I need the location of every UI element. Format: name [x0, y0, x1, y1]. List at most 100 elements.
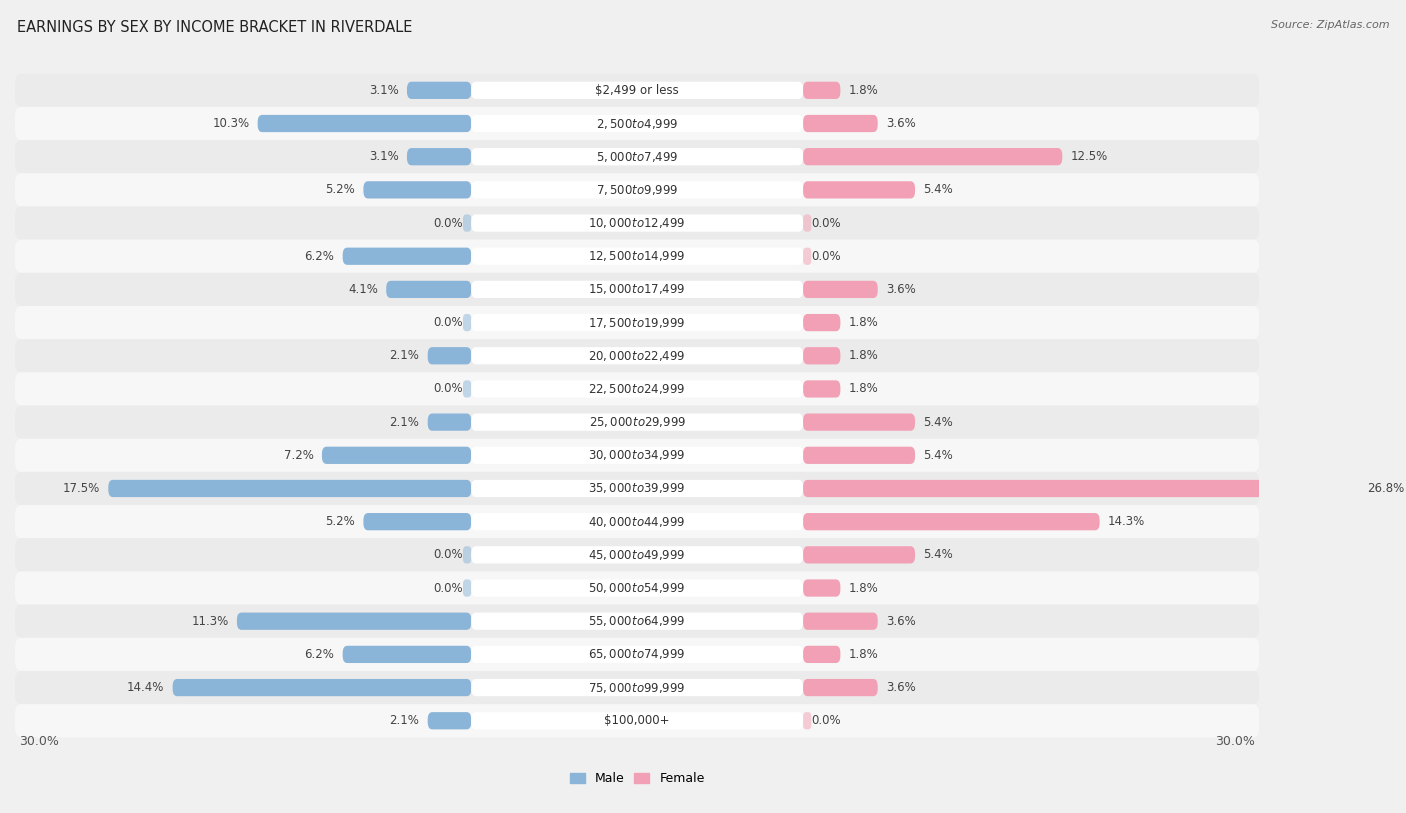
Text: 0.0%: 0.0%: [433, 216, 463, 229]
FancyBboxPatch shape: [803, 347, 841, 364]
Text: 0.0%: 0.0%: [433, 382, 463, 395]
FancyBboxPatch shape: [471, 446, 803, 464]
FancyBboxPatch shape: [803, 248, 811, 265]
FancyBboxPatch shape: [803, 646, 841, 663]
Text: 3.6%: 3.6%: [886, 615, 915, 628]
FancyBboxPatch shape: [15, 538, 1260, 572]
FancyBboxPatch shape: [15, 273, 1260, 306]
Text: 5.2%: 5.2%: [325, 184, 356, 197]
FancyBboxPatch shape: [236, 612, 471, 630]
Text: $40,000 to $44,999: $40,000 to $44,999: [589, 515, 686, 528]
FancyBboxPatch shape: [803, 446, 915, 464]
Text: 7.2%: 7.2%: [284, 449, 314, 462]
FancyBboxPatch shape: [471, 679, 803, 696]
Text: 11.3%: 11.3%: [191, 615, 229, 628]
FancyBboxPatch shape: [471, 612, 803, 630]
FancyBboxPatch shape: [471, 81, 803, 99]
Text: EARNINGS BY SEX BY INCOME BRACKET IN RIVERDALE: EARNINGS BY SEX BY INCOME BRACKET IN RIV…: [17, 20, 412, 35]
Text: 5.4%: 5.4%: [924, 449, 953, 462]
FancyBboxPatch shape: [803, 712, 811, 729]
FancyBboxPatch shape: [471, 380, 803, 398]
FancyBboxPatch shape: [15, 505, 1260, 538]
FancyBboxPatch shape: [173, 679, 471, 696]
Text: 0.0%: 0.0%: [433, 316, 463, 329]
FancyBboxPatch shape: [15, 74, 1260, 107]
Text: $22,500 to $24,999: $22,500 to $24,999: [589, 382, 686, 396]
Text: 5.4%: 5.4%: [924, 415, 953, 428]
Text: 0.0%: 0.0%: [811, 216, 841, 229]
FancyBboxPatch shape: [15, 240, 1260, 273]
FancyBboxPatch shape: [803, 380, 841, 398]
FancyBboxPatch shape: [406, 81, 471, 99]
Text: $5,000 to $7,499: $5,000 to $7,499: [596, 150, 679, 163]
Text: $2,500 to $4,999: $2,500 to $4,999: [596, 116, 679, 131]
Text: 30.0%: 30.0%: [1215, 735, 1256, 748]
FancyBboxPatch shape: [15, 207, 1260, 240]
FancyBboxPatch shape: [471, 347, 803, 364]
Text: 3.6%: 3.6%: [886, 283, 915, 296]
FancyBboxPatch shape: [471, 513, 803, 530]
FancyBboxPatch shape: [15, 306, 1260, 339]
Text: Source: ZipAtlas.com: Source: ZipAtlas.com: [1271, 20, 1389, 30]
Text: 3.1%: 3.1%: [368, 150, 399, 163]
Text: 6.2%: 6.2%: [305, 250, 335, 263]
FancyBboxPatch shape: [471, 215, 803, 232]
Text: $2,499 or less: $2,499 or less: [595, 84, 679, 97]
FancyBboxPatch shape: [803, 181, 915, 198]
Text: $7,500 to $9,999: $7,500 to $9,999: [596, 183, 679, 197]
Text: $10,000 to $12,499: $10,000 to $12,499: [589, 216, 686, 230]
Text: $65,000 to $74,999: $65,000 to $74,999: [589, 647, 686, 662]
FancyBboxPatch shape: [471, 414, 803, 431]
FancyBboxPatch shape: [463, 580, 471, 597]
FancyBboxPatch shape: [803, 81, 841, 99]
Text: 5.4%: 5.4%: [924, 184, 953, 197]
FancyBboxPatch shape: [15, 406, 1260, 439]
Text: $15,000 to $17,499: $15,000 to $17,499: [589, 282, 686, 297]
FancyBboxPatch shape: [803, 513, 1099, 530]
Text: $50,000 to $54,999: $50,000 to $54,999: [589, 581, 686, 595]
FancyBboxPatch shape: [463, 546, 471, 563]
FancyBboxPatch shape: [15, 605, 1260, 638]
Text: 0.0%: 0.0%: [811, 250, 841, 263]
Text: 3.1%: 3.1%: [368, 84, 399, 97]
FancyBboxPatch shape: [803, 480, 1358, 497]
FancyBboxPatch shape: [471, 546, 803, 563]
FancyBboxPatch shape: [803, 679, 877, 696]
Text: $30,000 to $34,999: $30,000 to $34,999: [589, 448, 686, 463]
Text: 0.0%: 0.0%: [433, 548, 463, 561]
FancyBboxPatch shape: [471, 712, 803, 729]
FancyBboxPatch shape: [803, 215, 811, 232]
FancyBboxPatch shape: [257, 115, 471, 133]
Text: 26.8%: 26.8%: [1367, 482, 1405, 495]
FancyBboxPatch shape: [406, 148, 471, 165]
FancyBboxPatch shape: [15, 671, 1260, 704]
FancyBboxPatch shape: [322, 446, 471, 464]
Text: 0.0%: 0.0%: [811, 715, 841, 728]
FancyBboxPatch shape: [803, 148, 1063, 165]
FancyBboxPatch shape: [343, 248, 471, 265]
Text: 6.2%: 6.2%: [305, 648, 335, 661]
Text: $25,000 to $29,999: $25,000 to $29,999: [589, 415, 686, 429]
FancyBboxPatch shape: [471, 314, 803, 331]
FancyBboxPatch shape: [15, 704, 1260, 737]
Text: 17.5%: 17.5%: [63, 482, 100, 495]
Text: $55,000 to $64,999: $55,000 to $64,999: [589, 614, 686, 628]
Text: $17,500 to $19,999: $17,500 to $19,999: [589, 315, 686, 329]
Text: 4.1%: 4.1%: [349, 283, 378, 296]
Text: $45,000 to $49,999: $45,000 to $49,999: [589, 548, 686, 562]
FancyBboxPatch shape: [343, 646, 471, 663]
FancyBboxPatch shape: [15, 472, 1260, 505]
Text: 2.1%: 2.1%: [389, 350, 419, 363]
FancyBboxPatch shape: [363, 181, 471, 198]
Text: 3.6%: 3.6%: [886, 681, 915, 694]
FancyBboxPatch shape: [463, 215, 471, 232]
FancyBboxPatch shape: [471, 248, 803, 265]
Text: $35,000 to $39,999: $35,000 to $39,999: [589, 481, 686, 495]
FancyBboxPatch shape: [471, 480, 803, 497]
Text: 5.2%: 5.2%: [325, 515, 356, 528]
FancyBboxPatch shape: [471, 580, 803, 597]
FancyBboxPatch shape: [15, 572, 1260, 605]
FancyBboxPatch shape: [471, 115, 803, 133]
FancyBboxPatch shape: [463, 380, 471, 398]
Text: 1.8%: 1.8%: [849, 350, 879, 363]
